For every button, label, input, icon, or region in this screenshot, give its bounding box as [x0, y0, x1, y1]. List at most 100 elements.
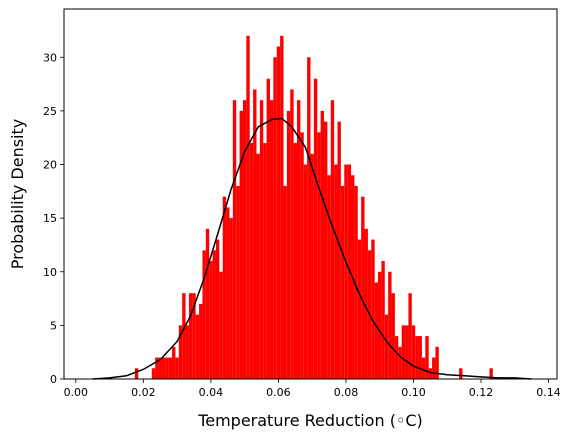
- histogram-bar: [215, 239, 220, 379]
- histogram-bar: [320, 110, 325, 379]
- histogram-bar: [232, 100, 237, 379]
- y-tick-label: 20: [43, 159, 57, 172]
- histogram-bar: [175, 357, 179, 379]
- histogram-bar: [398, 346, 402, 379]
- histogram-bar: [182, 293, 186, 379]
- histogram-bar: [415, 336, 419, 379]
- y-tick-label: 15: [43, 212, 57, 225]
- histogram-bar: [421, 357, 426, 379]
- histogram-bar: [205, 228, 210, 379]
- x-tick-label: 0.00: [64, 386, 89, 399]
- histogram-bar: [269, 100, 274, 379]
- histogram-bar: [293, 143, 297, 379]
- histogram-bar: [276, 46, 281, 379]
- x-axis-label: Temperature Reduction (◦C): [197, 411, 423, 430]
- y-tick-label: 25: [43, 105, 57, 118]
- histogram-bar: [229, 218, 233, 379]
- histogram-bar: [158, 357, 162, 379]
- x-tick-label: 0.08: [334, 386, 359, 399]
- histogram-bar: [253, 89, 257, 380]
- histogram-bar: [195, 314, 200, 379]
- histogram-bar: [226, 207, 230, 379]
- histogram-bar: [259, 100, 264, 379]
- histogram-bar: [317, 132, 321, 379]
- histogram-bar: [165, 357, 169, 379]
- histogram-bar: [307, 57, 311, 379]
- histogram-bar: [378, 271, 382, 379]
- histogram-bar: [296, 100, 301, 379]
- histogram-bar: [361, 196, 365, 379]
- x-tick-label: 0.12: [469, 386, 494, 399]
- histogram-bar: [435, 346, 439, 379]
- histogram-bar: [411, 325, 416, 379]
- histogram-bar: [327, 175, 331, 379]
- histogram-bar: [161, 357, 166, 379]
- histogram-bar: [185, 325, 189, 379]
- y-axis: 0 5 10 15 20 25 30: [43, 51, 64, 386]
- histogram-bar: [354, 185, 358, 379]
- histogram-bar: [405, 325, 409, 379]
- y-axis-label: Probability Density: [8, 119, 27, 270]
- histogram-bar: [290, 89, 294, 380]
- histogram-bar: [246, 35, 250, 380]
- histogram-bar: [303, 164, 308, 379]
- x-tick-label: 0.14: [536, 386, 561, 399]
- y-tick-label: 0: [50, 373, 57, 386]
- histogram-bar: [401, 325, 406, 379]
- x-tick-label: 0.10: [401, 386, 426, 399]
- histogram-bar: [489, 368, 493, 379]
- histogram-bar: [324, 121, 328, 380]
- histogram-bar: [428, 368, 433, 379]
- histogram-bar: [242, 100, 247, 379]
- histogram-bar: [344, 164, 348, 379]
- histogram-bar: [334, 164, 338, 379]
- histogram-bar: [280, 35, 284, 380]
- histogram-bar: [212, 250, 216, 379]
- histogram-bar: [134, 368, 139, 379]
- histogram-bar: [249, 143, 254, 379]
- histogram-bars: [134, 35, 493, 380]
- x-tick-label: 0.06: [266, 386, 291, 399]
- histogram-bar: [391, 293, 395, 379]
- histogram-bar: [202, 250, 206, 379]
- histogram-bar: [432, 357, 436, 379]
- histogram-bar: [283, 185, 287, 379]
- histogram-bar: [188, 293, 193, 379]
- histogram-bar: [418, 336, 422, 379]
- x-tick-label: 0.04: [199, 386, 224, 399]
- histogram-bar: [168, 357, 173, 379]
- histogram-bar: [381, 261, 385, 379]
- histogram-bar: [273, 57, 277, 379]
- x-axis: 0.00 0.02 0.04 0.06 0.08 0.10 0.12 0.14: [64, 379, 561, 399]
- histogram-bar: [374, 282, 379, 379]
- histogram-bar: [199, 303, 203, 379]
- histogram-bar: [394, 336, 399, 379]
- histogram-bar: [263, 143, 267, 379]
- y-tick-label: 5: [50, 319, 57, 332]
- histogram-bar: [337, 121, 341, 380]
- histogram-bar: [425, 336, 429, 379]
- histogram-bar: [192, 293, 196, 379]
- histogram-bar: [459, 368, 463, 379]
- y-tick-label: 30: [43, 51, 57, 64]
- histogram-bar: [178, 325, 183, 379]
- x-tick-label: 0.02: [131, 386, 156, 399]
- y-tick-label: 10: [43, 266, 57, 279]
- histogram-bar: [266, 78, 270, 380]
- histogram-bar: [300, 132, 304, 379]
- histogram-bar: [286, 110, 291, 379]
- histogram-bar: [371, 239, 375, 379]
- histogram-bar: [219, 271, 223, 379]
- histogram-bar: [357, 239, 362, 379]
- density-curve: [92, 117, 532, 380]
- histogram-bar: [151, 368, 156, 379]
- histogram-bar: [239, 110, 243, 379]
- histogram-bar: [236, 185, 240, 379]
- plot-frame: [63, 8, 558, 380]
- histogram-bar: [384, 314, 389, 379]
- histogram-bar: [256, 153, 260, 379]
- histogram-bar: [172, 346, 176, 379]
- histogram-bar: [408, 293, 412, 379]
- histogram-bar: [209, 261, 213, 379]
